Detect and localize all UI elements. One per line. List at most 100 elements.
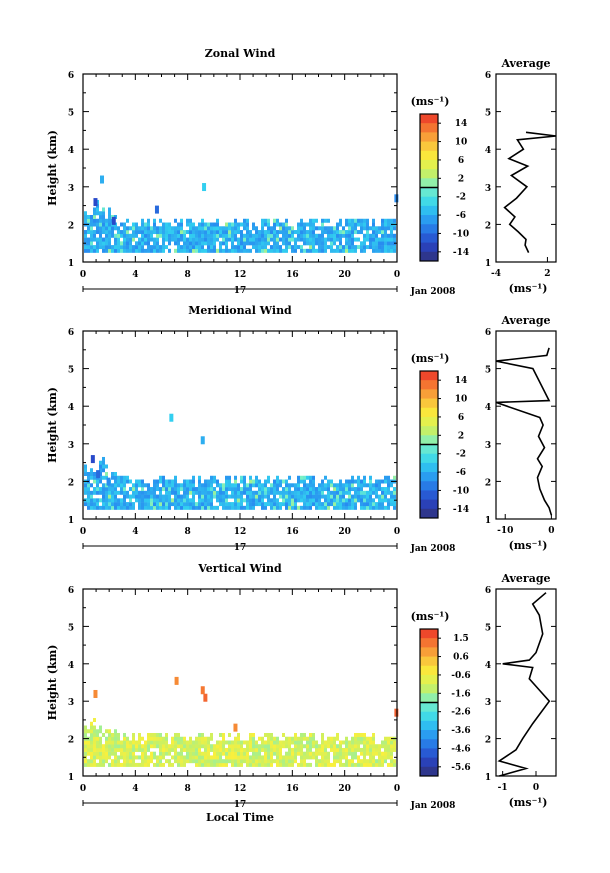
heatmap-cell xyxy=(315,226,318,231)
heatmap-cell xyxy=(99,218,102,223)
heatmap-cell xyxy=(273,245,276,250)
heatmap-cell xyxy=(381,245,384,250)
heatmap-cell xyxy=(207,241,210,246)
heatmap-cell xyxy=(93,718,96,723)
heatmap-cell xyxy=(366,233,369,238)
heatmap-cell xyxy=(150,740,153,745)
heatmap-cell xyxy=(366,740,369,745)
heatmap-cell xyxy=(156,241,159,246)
heatmap-cell xyxy=(96,199,99,204)
heatmap-cell xyxy=(213,226,216,231)
heatmap-cell xyxy=(102,494,105,499)
heatmap-cell xyxy=(87,248,90,253)
heatmap-cell xyxy=(96,207,99,212)
heatmap-cell xyxy=(123,751,126,756)
colorbar-segment xyxy=(420,757,438,768)
heatmap-cell xyxy=(294,241,297,246)
heatmap-cell xyxy=(354,245,357,250)
heatmap-cell xyxy=(99,222,102,227)
x-tick-label: 20 xyxy=(338,527,351,537)
heatmap-cell xyxy=(282,759,285,764)
heatmap-cell xyxy=(90,502,93,507)
heatmap-cell xyxy=(240,490,243,495)
heatmap-cell xyxy=(264,751,267,756)
heatmap-cell xyxy=(237,762,240,767)
heatmap-cell xyxy=(180,494,183,499)
heatmap-cell xyxy=(264,732,267,737)
average-x-tick-label: -4 xyxy=(491,269,501,279)
heatmap-cell xyxy=(330,248,333,253)
heatmap-cell xyxy=(135,747,138,752)
heatmap-cell xyxy=(102,215,105,219)
heatmap-cell xyxy=(204,755,207,760)
heatmap-cell xyxy=(225,245,228,250)
heatmap-cell xyxy=(180,237,183,242)
heatmap-cell xyxy=(169,413,174,422)
heatmap-cell xyxy=(108,233,111,238)
heatmap-cell xyxy=(270,740,273,745)
heatmap-cell xyxy=(246,498,249,503)
heatmap-cell xyxy=(159,502,162,507)
heatmap-cell xyxy=(216,751,219,756)
heatmap-cell xyxy=(147,502,150,507)
heatmap-cell xyxy=(288,475,291,480)
heatmap-cell xyxy=(282,755,285,760)
heatmap-cell xyxy=(138,762,141,767)
heatmap-cell xyxy=(339,248,342,253)
heatmap-cell xyxy=(261,487,264,492)
heatmap-cell xyxy=(132,732,135,737)
heatmap-cell xyxy=(357,230,360,235)
heatmap-cell xyxy=(234,762,237,767)
heatmap-cell xyxy=(156,762,159,767)
heatmap-cell xyxy=(300,479,303,484)
heatmap-cell xyxy=(174,218,177,223)
heatmap-cell xyxy=(378,502,381,507)
heatmap-cell xyxy=(297,483,300,488)
heatmap-cell xyxy=(111,230,114,235)
heatmap-cell xyxy=(321,218,324,223)
heatmap-cell xyxy=(372,755,375,760)
heatmap-cell xyxy=(210,230,213,235)
heatmap-cell xyxy=(192,502,195,507)
heatmap-cell xyxy=(300,245,303,250)
y-tick-label: 5 xyxy=(68,623,74,633)
heatmap-cell xyxy=(189,230,192,235)
heatmap-cell xyxy=(348,759,351,764)
x-tick-label: 12 xyxy=(234,527,247,537)
heatmap-cell xyxy=(144,755,147,760)
heatmap-cell xyxy=(150,490,153,495)
heatmap-cell xyxy=(390,226,393,231)
heatmap-cell xyxy=(387,487,390,492)
heatmap-cell xyxy=(168,487,171,492)
heatmap-cell xyxy=(303,487,306,492)
heatmap-cell xyxy=(354,502,357,507)
heatmap-cell xyxy=(336,747,339,752)
heatmap-cell xyxy=(198,751,201,756)
heatmap-cell xyxy=(366,751,369,756)
heatmap-cell xyxy=(207,479,210,484)
heatmap-cell xyxy=(315,490,318,495)
heatmap-cell xyxy=(312,233,315,238)
heatmap-cell xyxy=(282,479,285,484)
heatmap-cell xyxy=(357,740,360,745)
heatmap-cell xyxy=(330,230,333,235)
heatmap-cell xyxy=(267,498,270,503)
average-y-tick-label: 1 xyxy=(485,259,491,269)
heatmap-cell xyxy=(105,740,108,745)
heatmap-cell xyxy=(294,248,297,253)
heatmap-cell xyxy=(345,248,348,253)
heatmap-cell xyxy=(264,237,267,242)
heatmap-cell xyxy=(276,475,279,480)
colorbar-segment xyxy=(420,123,438,133)
heatmap-cell xyxy=(168,744,171,749)
heatmap-cell xyxy=(213,505,216,510)
heatmap-cell xyxy=(84,487,87,492)
heatmap-cell xyxy=(363,483,366,488)
heatmap-cell xyxy=(114,755,117,760)
heatmap-cell xyxy=(252,237,255,242)
heatmap-cell xyxy=(240,762,243,767)
heatmap-cell xyxy=(390,245,393,250)
heatmap-cell xyxy=(105,475,108,480)
heatmap-cell xyxy=(243,751,246,756)
heatmap-cell xyxy=(363,490,366,495)
